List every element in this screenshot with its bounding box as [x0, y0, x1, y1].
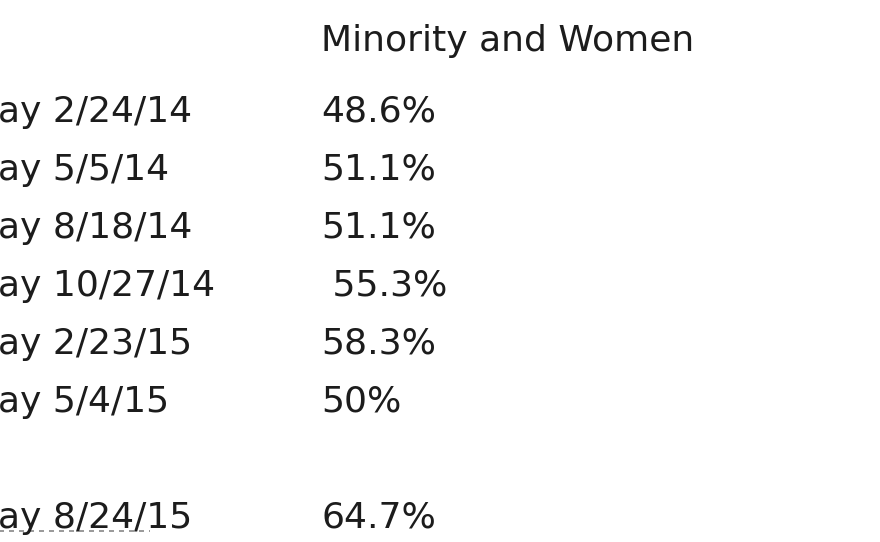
Text: 64.7%: 64.7% — [321, 501, 436, 535]
Text: 48.6%: 48.6% — [321, 95, 436, 129]
Text: 55.3%: 55.3% — [321, 269, 448, 303]
Text: Monday 2/23/15: Monday 2/23/15 — [0, 327, 192, 361]
Text: Minority and Women: Minority and Women — [321, 24, 694, 59]
Text: 50%: 50% — [321, 385, 401, 419]
Text: 51.1%: 51.1% — [321, 153, 436, 187]
Text: 51.1%: 51.1% — [321, 211, 436, 245]
Text: Monday 5/4/15: Monday 5/4/15 — [0, 385, 169, 419]
Text: Monday 8/24/15: Monday 8/24/15 — [0, 501, 192, 535]
Text: Monday 2/24/14: Monday 2/24/14 — [0, 95, 192, 129]
Text: 58.3%: 58.3% — [321, 327, 436, 361]
Text: Monday 8/18/14: Monday 8/18/14 — [0, 211, 192, 245]
Text: Monday 10/27/14: Monday 10/27/14 — [0, 269, 215, 303]
Text: Monday 5/5/14: Monday 5/5/14 — [0, 153, 169, 187]
